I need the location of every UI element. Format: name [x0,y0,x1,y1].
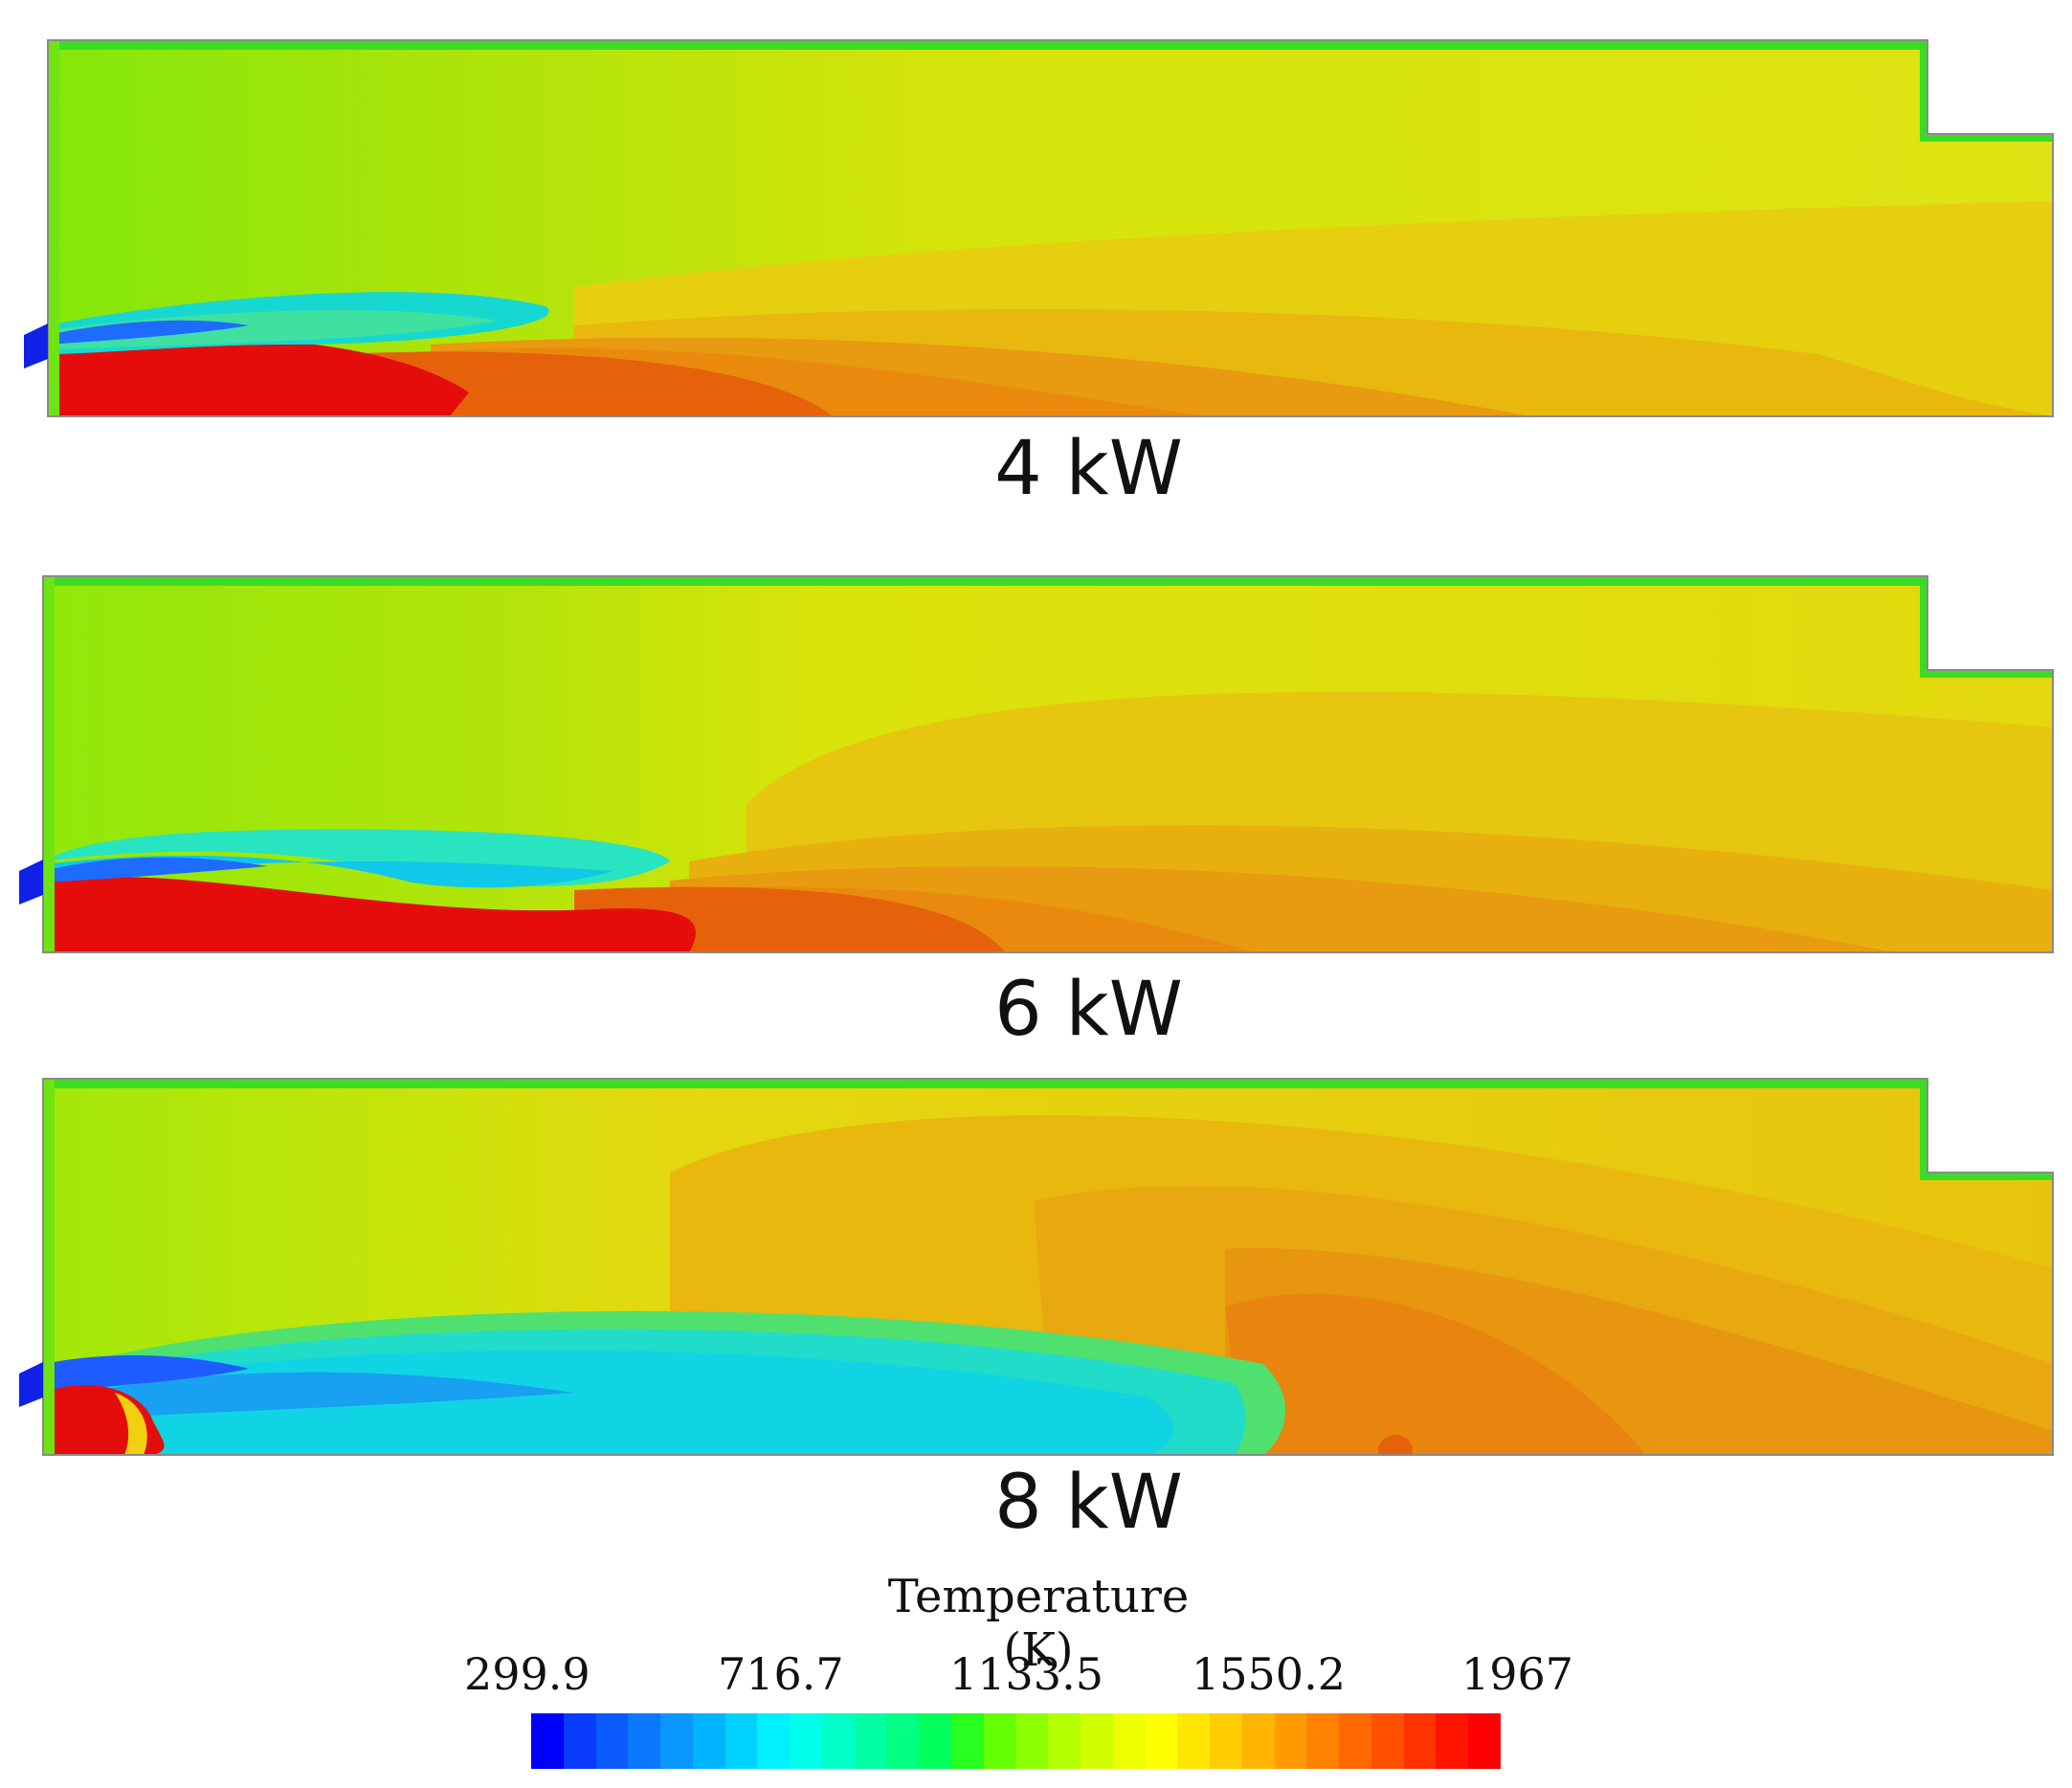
colorbar-swatch [1145,1713,1178,1769]
contour-plot-8kw [19,1078,2054,1456]
colorbar-tick-3: 1550.2 [1192,1648,1346,1700]
colorbar-swatch [821,1713,855,1769]
colorbar-swatch [886,1713,920,1769]
colorbar-swatch [1339,1713,1371,1769]
colorbar-swatch [563,1713,596,1769]
colorbar-swatch [531,1713,564,1769]
temperature-contour-8kw [0,1077,2072,1479]
colorbar-swatch [1081,1713,1113,1769]
inlet-nozzle [19,860,43,905]
colorbar-swatch [1468,1713,1501,1769]
contour-plot-4kw [24,39,2054,417]
colorbar-swatch [950,1713,984,1769]
panel-label-4kw: 4 kW [994,426,1183,512]
colorbar-swatch [1112,1713,1146,1769]
colorbar-swatch [1241,1713,1275,1769]
panel-label-6kw: 6 kW [994,967,1183,1053]
colorbar-swatch [1274,1713,1307,1769]
colorbar-swatch [1210,1713,1242,1769]
temperature-contour-6kw [0,574,2072,976]
colorbar-swatch [1306,1713,1340,1769]
colorbar-title: Temperature (K) [887,1570,1190,1677]
inlet-nozzle [19,1362,43,1407]
colorbar-swatch [1177,1713,1211,1769]
colorbar-swatch [854,1713,887,1769]
colorbar-swatch [1403,1713,1437,1769]
colorbar-swatch [1015,1713,1049,1769]
colorbar-swatch [1436,1713,1469,1769]
colorbar-swatch [1370,1713,1404,1769]
colorbar-swatch [983,1713,1016,1769]
colorbar-swatch [790,1713,822,1769]
colorbar-swatch [660,1713,693,1769]
colorbar-tick-4: 1967 [1461,1648,1574,1700]
temperature-contour-4kw [0,38,2072,440]
panel-label-8kw: 8 kW [994,1460,1183,1546]
colorbar-tick-2: 1133.5 [949,1648,1103,1700]
colorbar [531,1713,1501,1769]
colorbar-swatch [757,1713,791,1769]
colorbar-tick-1: 716.7 [718,1648,844,1700]
colorbar-swatch [1048,1713,1081,1769]
colorbar-swatch [595,1713,629,1769]
colorbar-tick-0: 299.9 [464,1648,590,1700]
colorbar-swatch [919,1713,951,1769]
colorbar-swatch [692,1713,725,1769]
colorbar-swatch [628,1713,661,1769]
contour-plot-6kw [19,575,2054,953]
inlet-nozzle [24,324,48,369]
colorbar-swatch [724,1713,758,1769]
